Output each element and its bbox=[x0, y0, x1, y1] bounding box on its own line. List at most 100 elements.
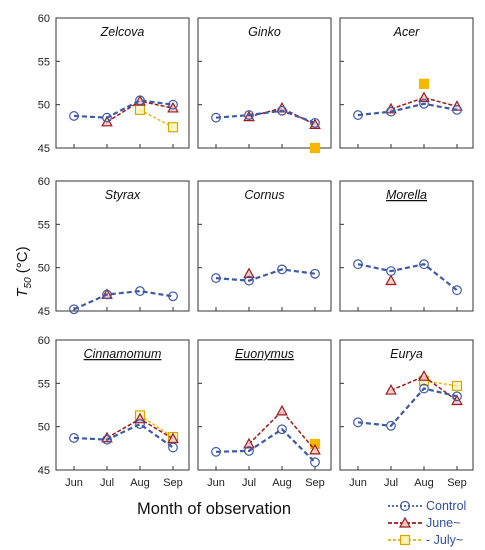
legend-swatch-july bbox=[388, 534, 422, 546]
control-series-point bbox=[277, 105, 287, 116]
june-series-point bbox=[243, 437, 255, 449]
control-series-line bbox=[357, 102, 458, 117]
y-tick-label: 60 bbox=[38, 335, 50, 347]
panel-eurya: Jun Jul Aug Sep Eurya bbox=[339, 339, 474, 489]
legend-label-june: June~ bbox=[426, 516, 461, 530]
panel-title: Ginko bbox=[248, 25, 281, 39]
june-series-point bbox=[167, 101, 179, 113]
panel-cornus: Cornus bbox=[197, 180, 332, 312]
control-series-line bbox=[73, 99, 174, 119]
control-series-point bbox=[168, 291, 178, 302]
panel-frame bbox=[339, 339, 474, 471]
y-tick-label: 45 bbox=[38, 465, 50, 477]
june-series-point bbox=[276, 404, 288, 416]
july-series-line bbox=[139, 109, 174, 128]
control-series-line bbox=[73, 289, 174, 311]
legend: Control June~ - July~ bbox=[386, 498, 484, 549]
june-series-point bbox=[385, 274, 397, 286]
panel-frame bbox=[197, 339, 332, 471]
x-tick-label: Sep bbox=[305, 477, 325, 489]
control-series-point bbox=[211, 446, 221, 457]
control-series-point bbox=[310, 117, 320, 128]
june-series-line bbox=[248, 409, 316, 451]
control-series-point bbox=[452, 104, 462, 115]
y-tick-label: 60 bbox=[38, 13, 50, 25]
legend-swatch-control bbox=[388, 500, 422, 512]
control-series-line bbox=[215, 427, 316, 463]
control-series-point bbox=[353, 259, 363, 270]
legend-label-control: Control bbox=[426, 499, 467, 513]
july-series-point bbox=[167, 122, 179, 133]
july-series-line bbox=[423, 380, 458, 387]
panel-frame bbox=[55, 180, 190, 312]
control-series-point bbox=[244, 110, 254, 120]
panel-zelcova: 45 50 55 60 Zelcova bbox=[38, 13, 190, 155]
x-tick-label: Jul bbox=[100, 477, 114, 489]
y-tick-label: 60 bbox=[38, 176, 50, 188]
control-series-point bbox=[244, 446, 254, 456]
panel-styrax: 45 50 55 60 Styrax bbox=[38, 176, 190, 318]
june-series-point bbox=[418, 91, 430, 103]
legend-item-control: Control bbox=[386, 498, 484, 515]
control-series-point bbox=[277, 264, 287, 275]
control-series-point bbox=[386, 106, 396, 117]
panel-title: Cornus bbox=[244, 188, 284, 202]
y-tick-label: 45 bbox=[38, 143, 50, 155]
panel-frame bbox=[55, 17, 190, 149]
panel-title: Acer bbox=[393, 25, 421, 39]
legend-label-july: - July~ bbox=[426, 533, 464, 547]
control-series-point bbox=[353, 110, 363, 120]
x-axis-label: Month of observation bbox=[136, 500, 292, 518]
control-series-point bbox=[277, 424, 287, 435]
control-series-point bbox=[452, 391, 462, 402]
panel-title: Cinnamomum bbox=[84, 347, 162, 361]
panel-title: Morella bbox=[386, 188, 427, 202]
panel-frame bbox=[197, 180, 332, 312]
control-series-point bbox=[69, 304, 79, 315]
june-series-point bbox=[385, 384, 397, 395]
y-axis-label: T50 (°C) bbox=[14, 246, 34, 298]
june-series-line bbox=[390, 96, 458, 110]
june-series-point bbox=[418, 370, 430, 381]
july-series-point bbox=[134, 104, 146, 115]
control-series-point bbox=[135, 95, 145, 106]
control-series-point bbox=[386, 420, 396, 431]
legend-label-july-text: July~ bbox=[433, 533, 464, 547]
june-series-point bbox=[243, 267, 255, 279]
y-tick-label: 45 bbox=[38, 306, 50, 318]
control-series-point bbox=[168, 99, 178, 110]
control-series-point bbox=[419, 383, 429, 394]
y-tick-label: 55 bbox=[38, 219, 50, 231]
panel-frame bbox=[55, 339, 190, 471]
x-tick-label: Sep bbox=[447, 477, 467, 489]
july-series-line bbox=[139, 414, 174, 438]
control-series-point bbox=[386, 266, 396, 277]
control-series-point bbox=[419, 98, 429, 109]
control-series-point bbox=[353, 417, 363, 428]
june-series-point bbox=[309, 443, 321, 455]
legend-swatch-june bbox=[388, 516, 422, 528]
control-series-line bbox=[357, 263, 458, 292]
panel-frame bbox=[339, 180, 474, 312]
control-series-point bbox=[310, 457, 320, 468]
control-series-point bbox=[310, 268, 320, 279]
y-tick-label: 50 bbox=[38, 422, 50, 434]
control-series-line bbox=[357, 387, 458, 427]
control-series-point bbox=[102, 112, 112, 123]
x-tick-label: Aug bbox=[414, 477, 434, 489]
panel-euonymus: Jun Jul Aug Sep Euonymus bbox=[197, 339, 332, 489]
x-tick-label: Jul bbox=[384, 477, 398, 489]
legend-item-june: June~ bbox=[386, 515, 484, 532]
legend-item-july: - July~ bbox=[386, 532, 484, 549]
control-series-point bbox=[211, 112, 221, 123]
x-tick-label: Aug bbox=[272, 477, 292, 489]
july-series-point bbox=[418, 78, 430, 89]
x-tick-label: Jun bbox=[65, 477, 83, 489]
control-series-line bbox=[215, 109, 316, 124]
control-series-line bbox=[215, 268, 316, 282]
panel-title: Eurya bbox=[390, 347, 423, 361]
control-series-point bbox=[244, 275, 254, 286]
panel-title: Zelcova bbox=[100, 25, 145, 39]
control-series-point bbox=[135, 419, 145, 429]
control-series-line bbox=[73, 422, 174, 449]
